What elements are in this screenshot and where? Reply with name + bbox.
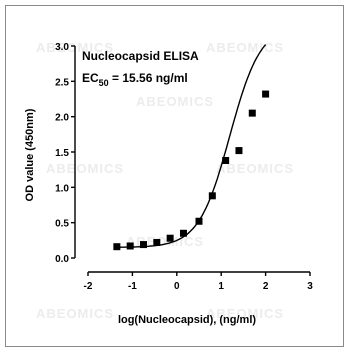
data-point bbox=[140, 241, 147, 249]
y-tick-label: 3.0 bbox=[55, 42, 69, 53]
x-tick-label: 3 bbox=[307, 281, 313, 292]
subtitle-main: EC bbox=[82, 71, 99, 85]
x-tick-label: 2 bbox=[263, 281, 269, 292]
x-tick-label: 0 bbox=[174, 281, 180, 292]
x-tick-label: 1 bbox=[218, 281, 224, 292]
data-point bbox=[126, 242, 134, 250]
axes: 0.0 0.5 1.0 1.5 2.0 2.5 3.0 -2 -1 0 1 2 3 bbox=[55, 42, 313, 292]
data-point bbox=[166, 234, 174, 242]
data-point bbox=[195, 217, 203, 225]
data-point bbox=[153, 238, 161, 246]
y-tick-label: 0.0 bbox=[55, 254, 69, 265]
watermark-text: ABEOMICS bbox=[36, 306, 115, 321]
data-point bbox=[248, 109, 256, 117]
watermark-text: ABEOMICS bbox=[136, 94, 215, 109]
watermark-text: ABEOMICS bbox=[206, 40, 285, 55]
subtitle-sub: 50 bbox=[99, 78, 109, 88]
data-point bbox=[179, 229, 187, 237]
y-tick-label: 0.5 bbox=[55, 219, 69, 230]
data-points bbox=[113, 90, 270, 251]
y-axis-label: OD value (450nm) bbox=[24, 108, 36, 201]
x-tick-label: -2 bbox=[84, 281, 93, 292]
y-tick-label: 1.0 bbox=[55, 183, 69, 194]
data-point bbox=[222, 156, 230, 164]
data-point bbox=[113, 243, 121, 251]
chart-subtitle: EC50 = 15.56 ng/ml bbox=[82, 71, 188, 88]
x-axis-label: log(Nucleocapsid), (ng/ml) bbox=[118, 314, 256, 326]
data-point bbox=[262, 90, 270, 98]
chart-frame: ABEOMICS ABEOMICS ABEOMICS ABEOMICS ABEO… bbox=[5, 5, 344, 347]
subtitle-rest: = 15.56 ng/ml bbox=[109, 71, 188, 85]
y-tick-label: 2.5 bbox=[55, 77, 69, 88]
x-tick-label: -1 bbox=[128, 281, 137, 292]
data-point bbox=[235, 147, 243, 155]
watermark-text: ABEOMICS bbox=[206, 306, 285, 321]
y-tick-label: 1.5 bbox=[55, 148, 69, 159]
watermark-text: ABEOMICS bbox=[46, 161, 125, 176]
chart-title: Nucleocapsid ELISA bbox=[82, 49, 199, 63]
y-tick-label: 2.0 bbox=[55, 113, 69, 124]
watermark-text: ABEOMICS bbox=[216, 161, 295, 176]
data-point bbox=[208, 192, 216, 200]
